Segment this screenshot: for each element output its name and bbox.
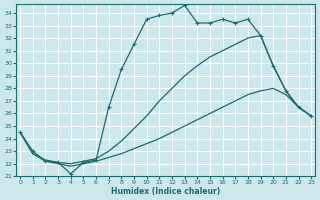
X-axis label: Humidex (Indice chaleur): Humidex (Indice chaleur) — [111, 187, 220, 196]
